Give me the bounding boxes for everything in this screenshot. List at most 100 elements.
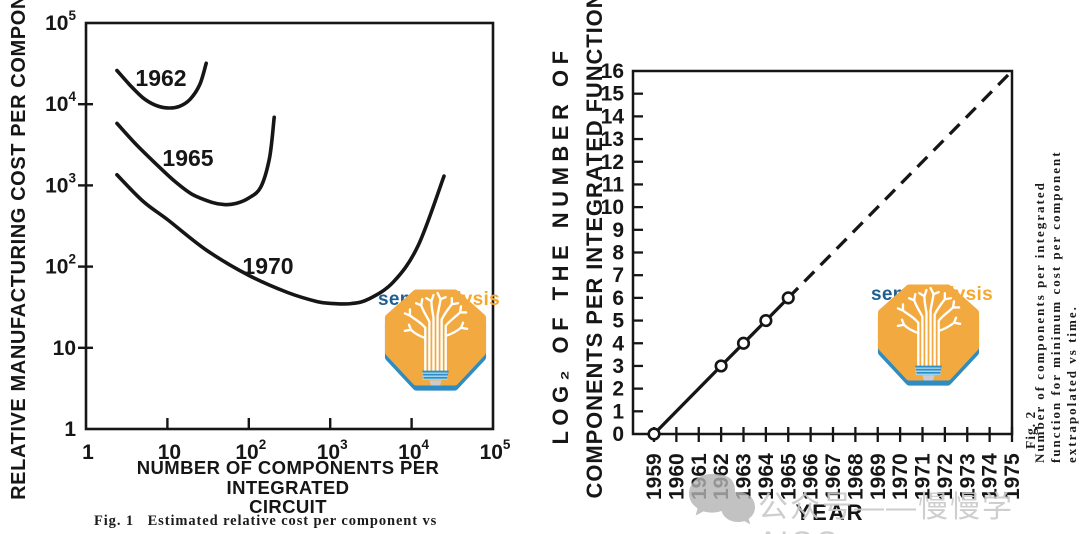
fig2-y-tick-label: 5: [612, 310, 624, 333]
fig1-x-axis-title-line1: NUMBER OF COMPONENTS PER INTEGRATED: [136, 457, 440, 498]
fig1-curve-label-1962: 1962: [135, 65, 186, 91]
fig1-y-axis-title: RELATIVE MANUFACTURING COST PER COMPONE: [8, 0, 30, 500]
fig2-data-point: [736, 336, 751, 350]
fig1-x-tick-label: 1: [82, 441, 94, 464]
fig2-x-tick-label: 1966: [800, 453, 823, 500]
logo-branch: [896, 318, 920, 335]
fig2-x-tick-label: 1972: [934, 453, 957, 500]
fig1-y-tick-label: 105: [45, 8, 76, 35]
logo-branch: [896, 303, 920, 369]
logo-branch: [444, 305, 468, 374]
fig1-x-tick-label: 104: [398, 437, 429, 464]
fig2-y-tick-label: 9: [612, 219, 624, 242]
fig1-curve-1965: [115, 115, 276, 207]
fig2-y-tick-label: 4: [612, 332, 624, 355]
fig2-data-point: [647, 427, 661, 441]
fig2-y-tick-label: 12: [601, 151, 624, 174]
logo-branch: [425, 293, 435, 374]
logo-branch: [403, 308, 427, 374]
fig2-x-tick-label: 1965: [777, 453, 800, 500]
fig2-x-tick-label: 1960: [665, 453, 688, 500]
logo-tree-traces: [896, 286, 962, 369]
fig2-x-tick-label: 1963: [733, 453, 756, 500]
fig2-y-axis-title-line1: LOG₂ OF THE NUMBER OF: [548, 45, 573, 445]
semianalysis-logo-right: semianalysis: [871, 284, 993, 386]
fig1-curve-label-1965: 1965: [162, 145, 213, 171]
logo-base-tip: [429, 380, 442, 386]
logo-branch: [929, 286, 940, 369]
watermark-text: 公众号——慢慢学 AIGC: [758, 491, 1014, 534]
fig1-curve-label-1970: 1970: [242, 253, 293, 279]
fig2-x-tick-label: 1968: [844, 453, 867, 500]
logo-branch: [414, 297, 431, 374]
semianalysis-octagon-tree-icon: [877, 284, 980, 386]
fig2-caption-line2: function for minimum cost per component: [1048, 150, 1063, 463]
fig1-x-tick-label: 103: [317, 437, 348, 464]
fig2-x-tick-label: 1959: [643, 453, 666, 500]
fig2-y-tick-label: 16: [601, 60, 624, 83]
fig2-x-tick-label: 1969: [867, 453, 890, 500]
logo-branch: [933, 291, 953, 369]
wechat-bubbles-icon: [689, 474, 755, 525]
fig2-y-tick-label: 2: [612, 378, 624, 401]
semianalysis-octagon-tree-icon: [384, 289, 487, 391]
fig2-x-tick-label: 1974: [979, 453, 1002, 500]
fig2-caption-line1: Number of components per integrated: [1032, 181, 1047, 463]
logo-branch: [937, 316, 962, 333]
fig1-x-axis-title: NUMBER OF COMPONENTS PER INTEGRATED CIRC…: [90, 458, 486, 517]
fig1-x-tick-label: 102: [235, 437, 266, 464]
fig2-y-tick-label: 13: [601, 128, 624, 151]
fig2-x-axis-title: YEAR: [795, 500, 865, 525]
logo-branch: [403, 323, 427, 340]
logo-octagon: [877, 284, 980, 381]
logo-branch: [436, 291, 447, 374]
fig2-y-tick-label: 6: [612, 287, 624, 310]
logo-branch: [937, 300, 961, 369]
fig2-x-tick-label: 1973: [956, 453, 979, 500]
fig2-data-point: [759, 313, 773, 328]
fig1-x-tick-label: 10: [158, 441, 181, 464]
fig2-extrapolated-dashed-line: [787, 69, 1014, 300]
logo-bulb-base: [915, 365, 942, 375]
fig1-y-tick-label: 104: [45, 89, 76, 116]
fig2-y-tick-label: 8: [612, 242, 624, 265]
fig2-y-tick-label: 0: [612, 423, 624, 446]
fig2-y-tick-label: 1: [612, 400, 624, 423]
fig2-x-tick-label: 1967: [822, 453, 845, 500]
fig2-data-point: [714, 359, 728, 373]
logo-branch: [918, 288, 928, 369]
fig1-curve-1962: [115, 61, 208, 110]
fig1-y-tick-label: 1: [64, 418, 76, 441]
logo-base-tip: [922, 375, 935, 381]
fig2-y-tick-label: 3: [612, 355, 624, 378]
fig1-y-tick-label: 10: [53, 337, 76, 360]
fig2-y-tick-label: 7: [612, 264, 624, 287]
fig2-x-tick-label: 1964: [755, 453, 778, 500]
logo-octagon: [384, 289, 487, 386]
fig2-x-tick-label: 1970: [889, 453, 912, 500]
logo-tree-traces: [403, 291, 469, 374]
fig2-x-tick-label: 1975: [1001, 453, 1024, 500]
fig2-caption: Number of components per integrated func…: [1032, 23, 1080, 463]
fig2-data-point: [781, 291, 795, 305]
logo-branch: [444, 321, 469, 338]
logo-bulb-base: [422, 370, 449, 380]
fig1-y-tick-label: 102: [45, 252, 76, 279]
fig2-y-tick-label: 11: [602, 173, 625, 196]
fig2-x-tick-label: 1971: [912, 453, 935, 500]
logo-branch: [440, 296, 460, 374]
fig2-y-axis-title-line2: COMPONENTS PER INTEGRATED FUNCTION: [582, 0, 607, 499]
fig1-y-tick-label: 103: [45, 170, 76, 197]
logo-branch: [907, 292, 924, 369]
fig1-caption: Fig. 1 Estimated relative cost per compo…: [94, 513, 438, 529]
fig2-y-tick-label: 15: [601, 83, 625, 106]
semianalysis-logo-left: semianalysis: [378, 289, 500, 391]
fig1-curve-1970: [115, 173, 446, 306]
fig1-x-tick-label: 105: [480, 437, 511, 464]
fig1-plot-box: [84, 21, 495, 431]
fig1-x-axis-title-line2: CIRCUIT: [249, 496, 327, 517]
fig2-caption-line3: extrapolated vs time.: [1064, 305, 1079, 463]
